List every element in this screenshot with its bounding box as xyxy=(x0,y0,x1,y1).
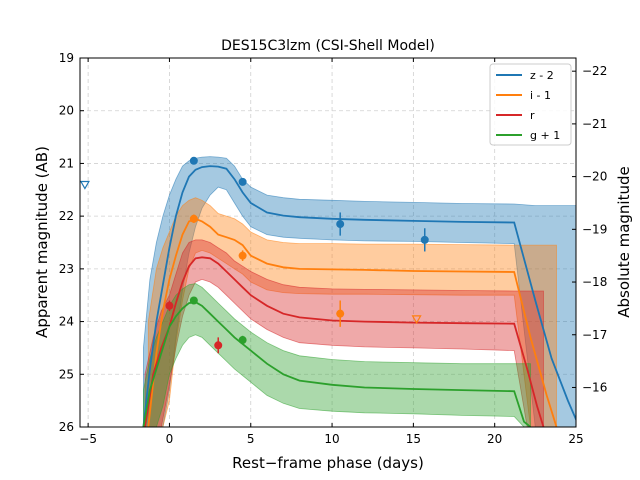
data-point xyxy=(238,336,247,345)
y-tick-label: 25 xyxy=(59,367,74,381)
x-axis-label: Rest−frame phase (days) xyxy=(232,454,424,472)
data-point xyxy=(165,301,174,310)
legend-box xyxy=(489,63,572,146)
observations xyxy=(79,156,429,354)
upper-limit-marker xyxy=(411,315,422,325)
legend-label: z - 2 xyxy=(530,69,554,82)
x-tick-label: 25 xyxy=(568,432,583,446)
band-3 xyxy=(142,283,531,427)
legend-label: r xyxy=(530,109,535,122)
y-axis-label: Apparent magnitude (AB) xyxy=(33,146,51,338)
x-tick-label: 0 xyxy=(166,432,174,446)
y-right-tick-label: −21 xyxy=(582,117,607,131)
x-tick-label: 5 xyxy=(247,432,255,446)
model-line-1 xyxy=(147,217,558,427)
chart-title: DES15C3lzm (CSI-Shell Model) xyxy=(221,38,435,54)
data-point xyxy=(238,177,247,186)
y-right-tick-label: −18 xyxy=(582,275,607,289)
x-tick-label: 20 xyxy=(487,432,502,446)
y-tick-label: 20 xyxy=(59,104,74,118)
y-tick-label: 22 xyxy=(59,209,74,223)
plot-frame xyxy=(79,57,577,428)
y-axis-right-label: Absolute magnitude xyxy=(615,166,633,317)
y-right-tick-label: −16 xyxy=(582,380,607,394)
band-2 xyxy=(144,239,544,427)
model-line-0 xyxy=(142,165,576,427)
upper-limit-marker xyxy=(79,180,90,190)
model-curves xyxy=(142,165,576,427)
legend-label: i - 1 xyxy=(530,89,551,102)
data-point xyxy=(420,235,429,244)
model-line-3 xyxy=(142,301,532,427)
y-tick-label: 26 xyxy=(59,420,74,434)
x-tick-label: −5 xyxy=(79,432,97,446)
legend: z - 2 i - 1 r g + 1 xyxy=(489,63,572,146)
y-right-tick-label: −17 xyxy=(582,328,607,342)
axes: −5 0 5 10 15 20 25 19 20 21 22 23 24 25 26 −16 −17 −18 −19… xyxy=(59,51,608,446)
data-point xyxy=(238,251,247,260)
data-point xyxy=(189,214,198,223)
y-tick-label: 23 xyxy=(59,262,74,276)
y-tick-label: 21 xyxy=(59,156,74,170)
y-tick-label: 24 xyxy=(59,315,74,329)
x-tick-label: 15 xyxy=(406,432,421,446)
data-point xyxy=(336,220,345,229)
data-point xyxy=(214,341,223,350)
data-point xyxy=(189,296,198,305)
y-tick-label: 19 xyxy=(59,51,74,65)
y-right-tick-label: −22 xyxy=(582,64,607,78)
data-point xyxy=(189,156,198,165)
model-line-2 xyxy=(144,256,545,427)
y-right-tick-label: −19 xyxy=(582,222,607,236)
legend-label: g + 1 xyxy=(530,129,560,142)
data-point xyxy=(336,309,345,318)
x-tick-label: 10 xyxy=(324,432,339,446)
y-right-tick-label: −20 xyxy=(582,170,607,184)
